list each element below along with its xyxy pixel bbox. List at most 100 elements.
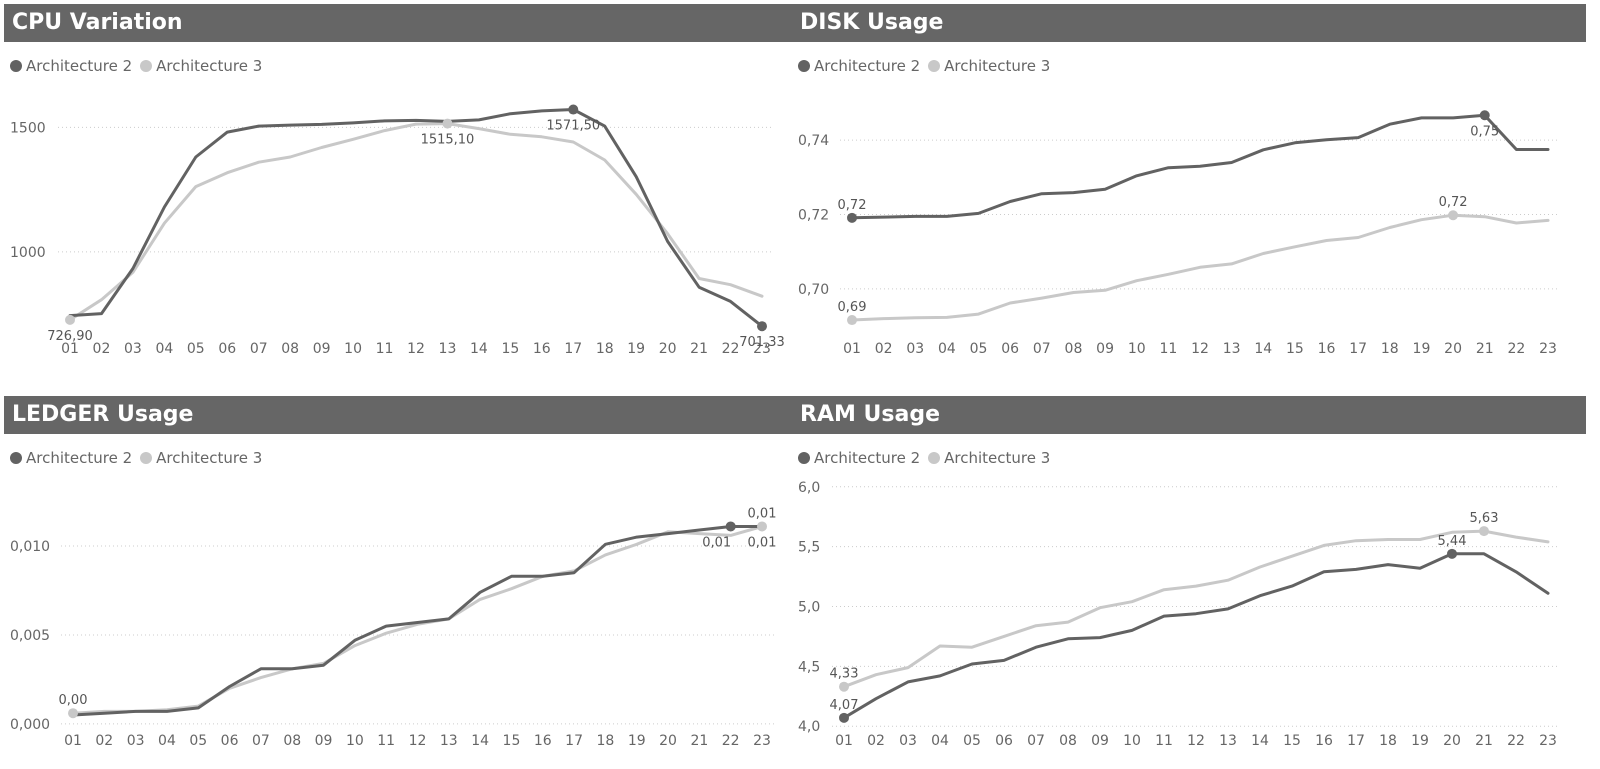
cpu-panel: CPU Variation Architecture 2 Architectur… [0,0,798,375]
x-tick-label: 19 [628,733,646,749]
x-tick-label: 18 [596,341,614,357]
data-point-marker[interactable] [1479,526,1489,537]
series-line-architecture-3[interactable] [68,122,764,322]
x-tick-label: 06 [221,733,239,749]
series-line-architecture-3[interactable] [850,213,1550,322]
x-tick-label: 16 [1315,733,1333,749]
x-tick-label: 13 [1219,733,1237,749]
x-tick-label: 04 [158,733,176,749]
data-point-marker[interactable] [757,321,767,332]
legend-dot [10,60,22,72]
x-tick-label: 05 [187,341,205,357]
x-tick-label: 06 [995,733,1013,749]
x-tick-label: 14 [1254,341,1272,357]
x-tick-label: 07 [1033,341,1051,357]
x-tick-label: 03 [899,733,917,749]
data-point-marker[interactable] [757,521,767,532]
x-tick-label: 07 [252,733,270,749]
legend-dot [928,60,941,72]
x-tick-label: 17 [564,341,582,357]
x-tick-label: 02 [93,341,111,357]
data-point-marker[interactable] [568,104,579,115]
x-tick-label: 21 [1476,341,1494,357]
x-tick-label: 06 [218,341,236,357]
y-tick-label: 0,70 [798,282,829,298]
x-tick-label: 01 [64,733,82,749]
y-tick-label: 1000 [10,245,46,261]
x-tick-label: 04 [931,733,949,749]
data-label: 4,07 [830,698,859,713]
data-label: 5,44 [1438,534,1467,549]
ram-line-chart: 4,0 4,5 5,0 5,5 6,0 01 02 03 04 05 06 07 08 09 10 11 12 1… [798,480,1560,749]
x-tick-label: 01 [835,733,853,749]
legend-dot [140,60,153,72]
panel-title: CPU Variation [4,4,798,42]
data-point-marker[interactable] [839,681,849,692]
data-point-marker[interactable] [725,521,736,532]
data-point-marker[interactable] [1447,548,1457,559]
data-label: 0,01 [702,535,731,550]
data-label: 0,01 [748,535,777,550]
x-tick-label: 09 [1091,733,1109,749]
series-line-architecture-2[interactable] [68,108,764,328]
x-tick-label: 15 [503,733,521,749]
data-point-marker[interactable] [68,708,78,719]
series-line-architecture-3[interactable] [71,525,764,715]
data-point-marker[interactable] [1479,110,1490,121]
legend-item-arch2[interactable]: Architecture 2 [798,449,920,467]
data-point-marker[interactable] [847,212,857,223]
legend-item-arch2[interactable]: Architecture 2 [10,449,132,467]
series-line-architecture-2[interactable] [842,552,1550,720]
x-tick-label: 22 [1507,733,1525,749]
x-tick-label: 18 [1379,733,1397,749]
legend-item-arch3[interactable]: Architecture 3 [140,449,262,467]
data-point-marker[interactable] [65,314,75,325]
x-tick-label: 02 [875,341,893,357]
legend-label: Architecture 2 [814,57,921,75]
legend-dot [928,452,941,464]
series-line-architecture-3[interactable] [842,529,1550,689]
data-point-marker[interactable] [442,118,453,129]
data-label: 1571,50 [546,119,600,134]
cpu-line-chart: 1000 1500 01 02 03 04 05 06 07 08 09 10 11 12 13 14 15 16… [10,104,785,357]
x-tick-label: 07 [250,341,268,357]
legend-dot [798,60,810,72]
legend-item-arch3[interactable]: Architecture 3 [140,57,262,75]
data-label: 1515,10 [421,133,475,148]
legend-item-arch2[interactable]: Architecture 2 [10,57,132,75]
legend-dot [798,452,810,464]
legend-item-arch2[interactable]: Architecture 2 [798,57,920,75]
x-tick-label: 12 [407,341,425,357]
x-tick-label: 19 [1413,341,1431,357]
x-tick-label: 04 [938,341,956,357]
x-tick-label: 09 [313,341,331,357]
x-tick-label: 09 [315,733,333,749]
x-tick-label: 23 [753,733,771,749]
data-label: 701,33 [739,335,785,350]
data-point-marker[interactable] [839,712,849,723]
x-tick-label: 10 [1128,341,1146,357]
series-line-architecture-2[interactable] [850,113,1550,220]
x-tick-label: 16 [534,733,552,749]
y-tick-label: 0,000 [10,717,50,733]
legend-item-arch3[interactable]: Architecture 3 [928,57,1050,75]
ledger-line-chart: 0,000 0,005 0,010 01 02 03 04 05 06 07 08 09 10 11 12 1… [10,506,777,749]
data-point-marker[interactable] [847,315,857,326]
x-tick-label: 22 [722,341,740,357]
legend-dot [140,452,153,464]
x-tick-label: 05 [970,341,988,357]
data-label: 0,00 [59,693,88,708]
legend-item-arch3[interactable]: Architecture 3 [928,449,1050,467]
x-tick-label: 18 [1381,341,1399,357]
ram-panel: RAM Usage Architecture 2 Architecture 3 … [788,392,1586,767]
legend: Architecture 2 Architecture 3 [10,448,270,468]
y-tick-label: 6,0 [798,480,820,496]
x-tick-label: 12 [1191,341,1209,357]
data-label: 5,63 [1470,511,1499,526]
series-line-architecture-2[interactable] [71,525,764,717]
x-tick-label: 07 [1027,733,1045,749]
x-tick-label: 12 [1187,733,1205,749]
data-point-marker[interactable] [1448,210,1459,221]
x-tick-label: 10 [346,733,364,749]
x-tick-label: 09 [1096,341,1114,357]
